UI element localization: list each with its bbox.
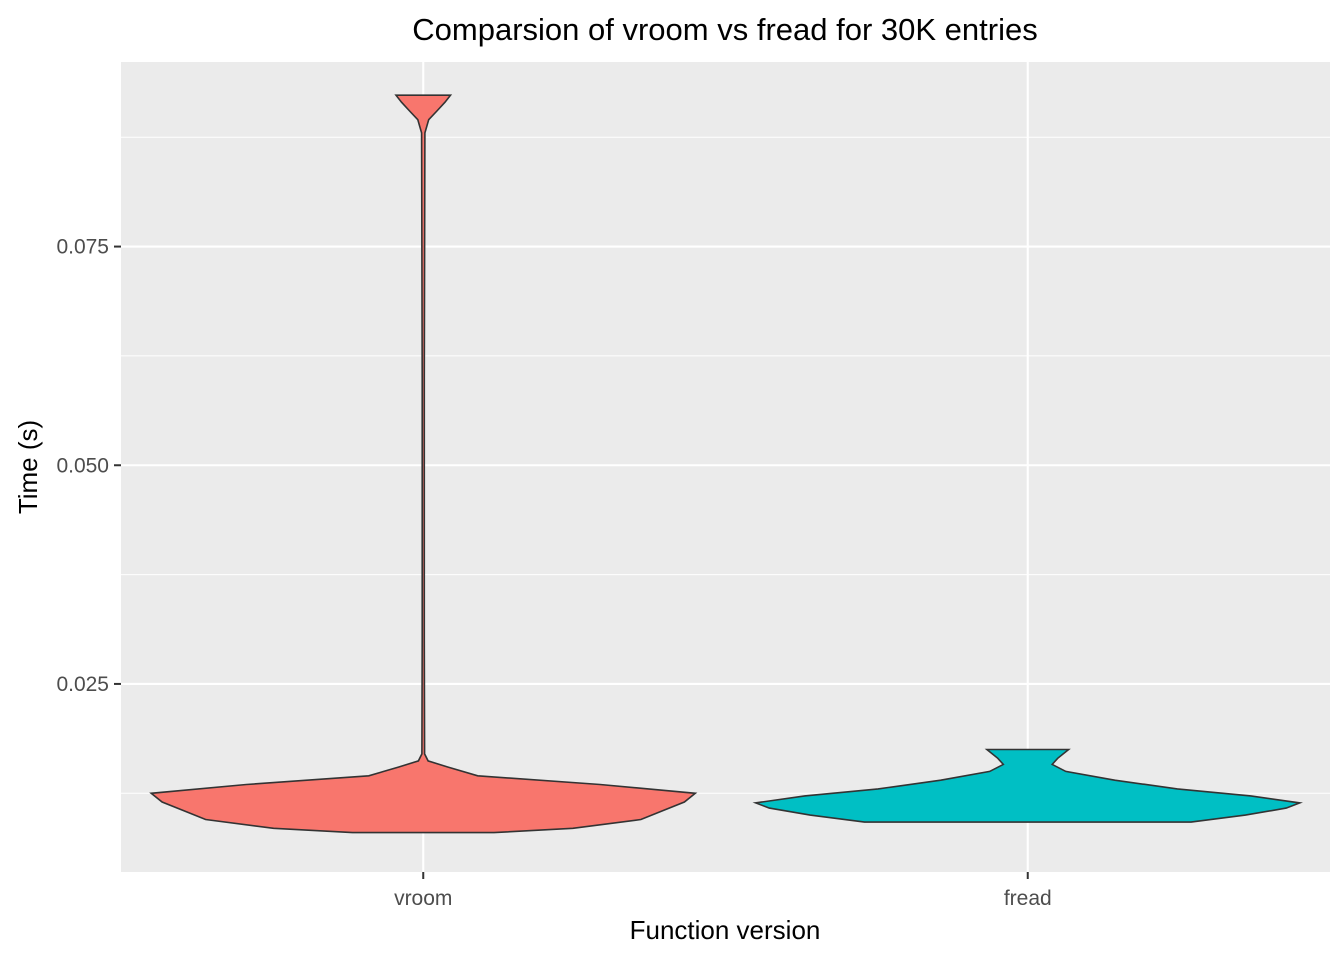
chart-title: Comparsion of vroom vs fread for 30K ent… (412, 12, 1037, 47)
x-axis-title: Function version (630, 915, 821, 945)
grid-lines (121, 62, 1330, 872)
y-tick-label: 0.025 (56, 673, 109, 696)
violin-fread (752, 748, 1303, 823)
y-axis-title: Time (s) (13, 420, 43, 514)
x-axis: vroom fread (394, 872, 1052, 910)
plot-panel (121, 62, 1330, 872)
y-tick-label: 0.075 (56, 236, 109, 259)
x-tick-label-vroom: vroom (394, 887, 452, 910)
violin-vroom (149, 94, 698, 834)
y-axis: 0.025 0.050 0.075 (56, 236, 121, 696)
x-tick-label-fread: fread (1004, 887, 1052, 910)
violins (149, 94, 1303, 834)
y-tick-label: 0.050 (56, 454, 109, 477)
